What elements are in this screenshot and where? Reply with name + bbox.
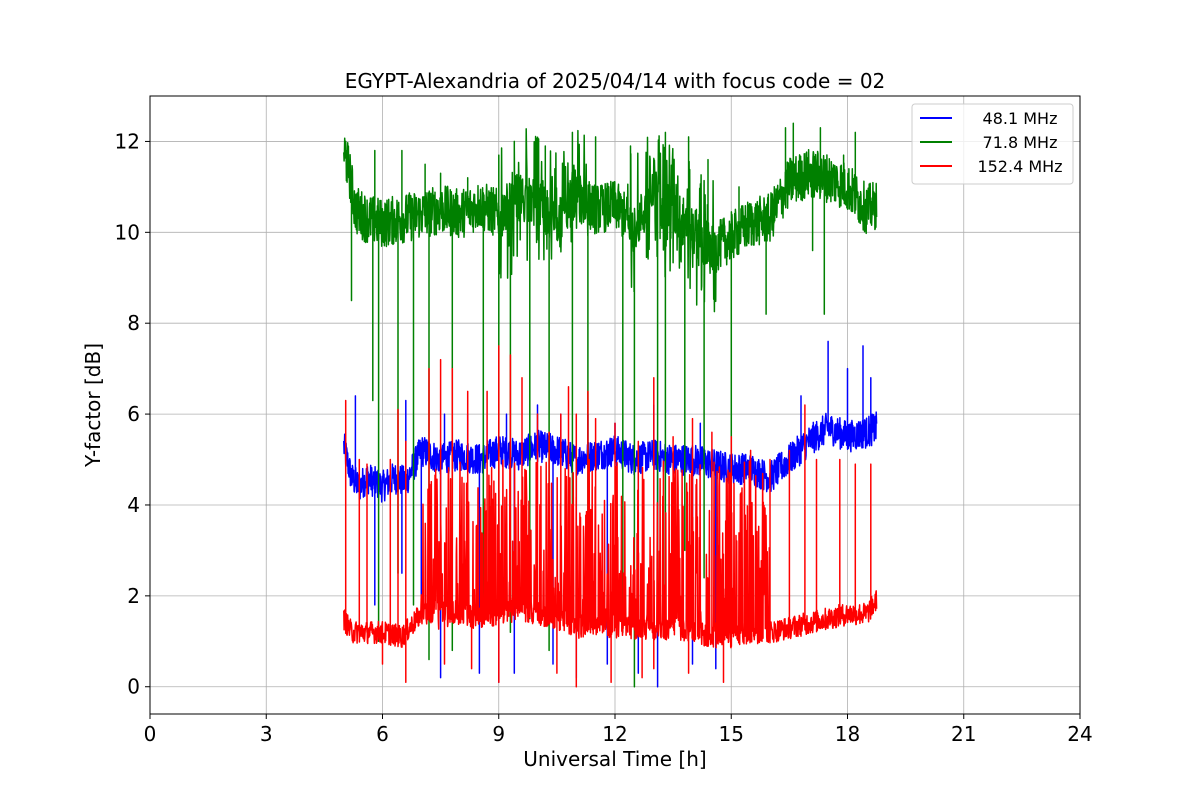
y-tick-label: 4 (127, 493, 140, 517)
y-tick-label: 12 (115, 129, 140, 153)
x-tick-label: 0 (144, 722, 157, 746)
x-tick-label: 18 (835, 722, 860, 746)
x-tick-label: 15 (719, 722, 744, 746)
y-axis-label: Y-factor [dB] (81, 343, 105, 468)
legend-label: 152.4 MHz (977, 157, 1062, 176)
legend: 48.1 MHz 71.8 MHz 152.4 MHz (911, 103, 1074, 185)
x-tick-label: 21 (951, 722, 976, 746)
y-tick-label: 10 (115, 220, 140, 244)
series-line-152-4-mhz (343, 345, 878, 688)
series-line-48-1-mhz (343, 340, 878, 688)
legend-box (911, 103, 1074, 185)
x-axis-label: Universal Time [h] (523, 747, 706, 771)
y-tick-label: 6 (127, 402, 140, 426)
y-tick-label: 8 (127, 311, 140, 335)
legend-label: 71.8 MHz (983, 133, 1058, 152)
y-tick-label: 0 (127, 675, 140, 699)
x-tick-label: 3 (260, 722, 273, 746)
chart-title: EGYPT-Alexandria of 2025/04/14 with focu… (345, 69, 886, 93)
series-line-71-8-mhz (343, 122, 878, 688)
x-tick-label: 9 (492, 722, 505, 746)
plot-series (343, 122, 878, 688)
x-tick-label: 12 (602, 722, 627, 746)
y-tick-label: 2 (127, 584, 140, 608)
x-tick-label: 24 (1067, 722, 1092, 746)
legend-label: 48.1 MHz (983, 109, 1058, 128)
x-tick-label: 6 (376, 722, 389, 746)
